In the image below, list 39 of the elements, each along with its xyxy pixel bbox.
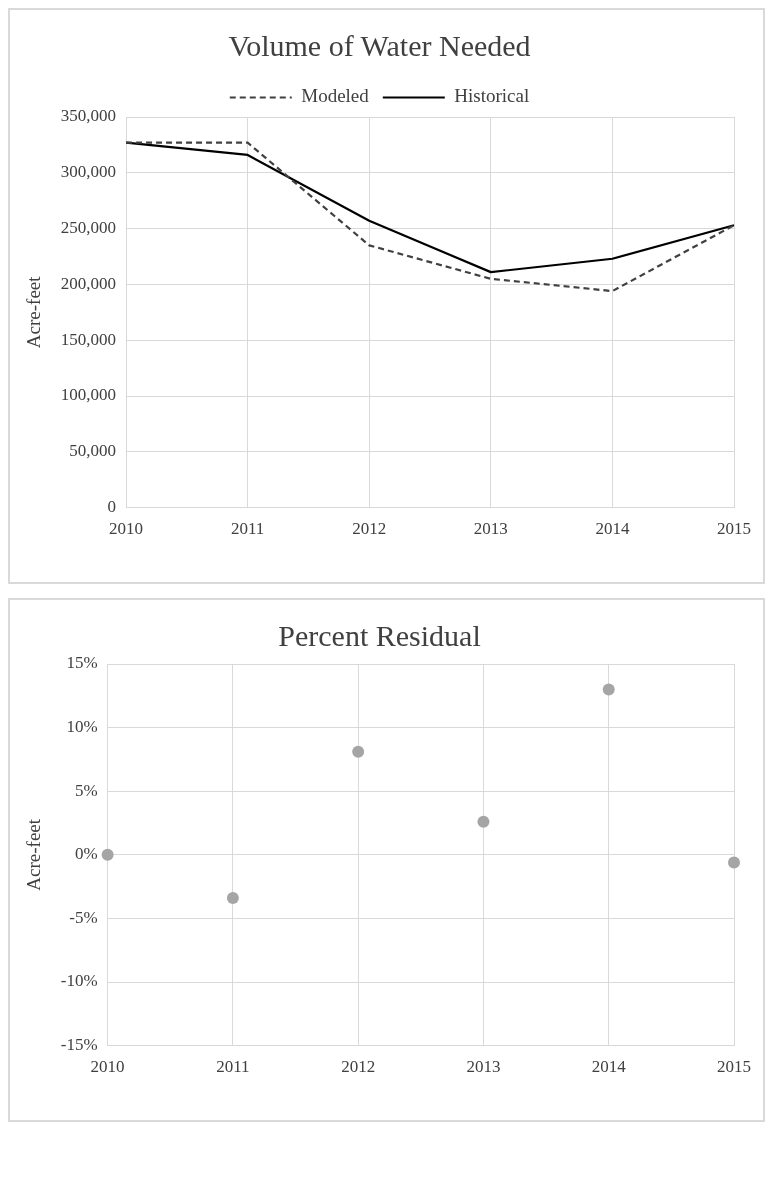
y-tick-label: 200,000 [60, 273, 117, 293]
x-tick-label: 2013 [473, 519, 508, 539]
point [352, 745, 365, 758]
y-tick-label: 0 [107, 497, 117, 517]
x-tick-label: 2010 [109, 519, 144, 539]
y-axis-title: Acre-feet [23, 275, 45, 349]
x-tick-label: 2012 [341, 1057, 376, 1077]
point [477, 815, 490, 828]
point [728, 856, 740, 869]
x-tick-label: 2013 [466, 1057, 501, 1077]
y-tick-label: 250,000 [60, 218, 117, 238]
x-tick-label: 2014 [595, 519, 630, 539]
y-tick-label: -5% [69, 907, 98, 927]
x-tick-label: 2015 [717, 519, 751, 539]
y-tick-label: 100,000 [60, 385, 117, 405]
y-tick-label: 300,000 [60, 162, 117, 182]
x-tick-label: 2015 [717, 1057, 751, 1077]
legend-label: Modeled [301, 85, 370, 107]
point [602, 683, 615, 696]
x-tick-label: 2014 [591, 1057, 627, 1077]
y-tick-label: 5% [74, 780, 98, 800]
chart-title: Percent Residual [278, 618, 481, 652]
y-tick-label: 0% [74, 844, 98, 864]
y-tick-label: 50,000 [69, 441, 117, 461]
y-tick-label: 10% [66, 717, 98, 737]
point [226, 892, 239, 905]
point [101, 848, 114, 861]
x-tick-label: 2011 [216, 1057, 250, 1077]
y-tick-label: -15% [60, 1035, 98, 1055]
x-tick-label: 2011 [230, 519, 265, 539]
legend-label: Historical [454, 85, 530, 107]
y-tick-label: 150,000 [60, 329, 117, 349]
x-tick-label: 2012 [352, 519, 387, 539]
y-tick-label: 350,000 [60, 106, 117, 126]
chart-title: Volume of Water Needed [228, 28, 531, 62]
x-tick-label: 2010 [90, 1057, 125, 1077]
y-tick-label: -10% [60, 971, 98, 991]
y-axis-title: Acre-feet [23, 818, 45, 891]
y-tick-label: 15% [66, 653, 98, 673]
